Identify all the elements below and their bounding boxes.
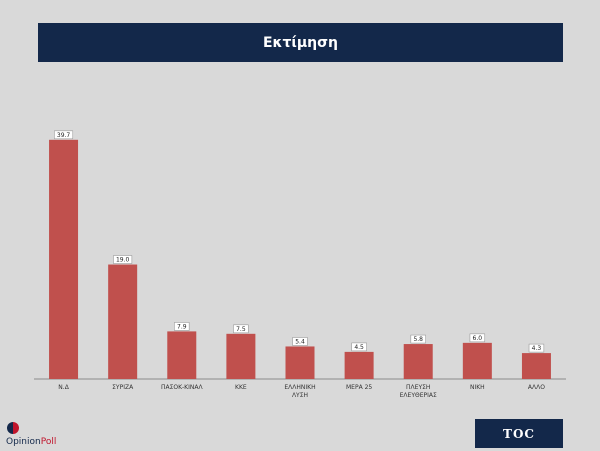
data-label-box xyxy=(469,333,486,343)
category-label: ΠΑΣΟΚ-ΚΙΝΑΛ xyxy=(161,384,204,391)
category-label: ΜΕΡΑ 25 xyxy=(346,384,372,391)
bar xyxy=(226,333,256,379)
opinion-poll-logo: OpinionPoll xyxy=(6,422,66,448)
chart-title-bar: Εκτίμηση xyxy=(38,23,563,62)
opinion-poll-logo-icon xyxy=(7,422,19,434)
category-label: ΠΛΕΥΣΗ xyxy=(406,384,430,391)
category-label: ΣΥΡΙΖΑ xyxy=(112,384,134,391)
bar xyxy=(285,346,315,379)
data-label-box xyxy=(113,255,133,264)
data-label-box xyxy=(292,337,308,346)
category-label: Ν.Δ xyxy=(58,384,69,391)
category-label: ΕΛΛΗΝΙΚΗ xyxy=(284,384,315,391)
data-label: 5.8 xyxy=(413,336,423,343)
bar xyxy=(403,344,433,379)
data-label: 4.5 xyxy=(354,344,364,351)
bar xyxy=(521,353,551,379)
category-label: ΑΛΛΟ xyxy=(528,384,545,391)
category-label: ΝΙΚΗ xyxy=(470,384,485,391)
bar xyxy=(49,139,79,379)
bar xyxy=(167,331,197,379)
bar xyxy=(462,342,492,379)
data-label: 7.5 xyxy=(236,326,246,333)
data-label-box xyxy=(54,130,74,140)
data-label: 7.9 xyxy=(177,323,187,330)
data-label: 19.0 xyxy=(116,257,130,264)
logo-text-opinion: Opinion xyxy=(6,437,41,447)
logo-text-poll: Poll xyxy=(40,437,57,447)
toc-logo: TOC xyxy=(475,419,563,448)
category-label: ΛΥΣΗ xyxy=(292,392,308,399)
toc-logo-text: TOC xyxy=(503,426,535,441)
category-label: ΕΛΕΥΘΕΡΙΑΣ xyxy=(400,392,437,399)
data-label-box xyxy=(410,334,426,344)
data-label-box xyxy=(351,342,367,352)
data-label-box xyxy=(233,324,249,334)
data-label-box xyxy=(528,343,545,353)
category-label: ΚΚΕ xyxy=(235,384,247,391)
bar xyxy=(344,351,374,379)
chart-title: Εκτίμηση xyxy=(262,34,339,51)
data-label: 4.3 xyxy=(532,345,542,352)
data-label: 6.0 xyxy=(473,335,483,342)
data-label-box xyxy=(174,322,190,331)
bar xyxy=(108,264,138,379)
data-label: 5.4 xyxy=(295,338,305,345)
data-label: 39.7 xyxy=(57,132,71,139)
